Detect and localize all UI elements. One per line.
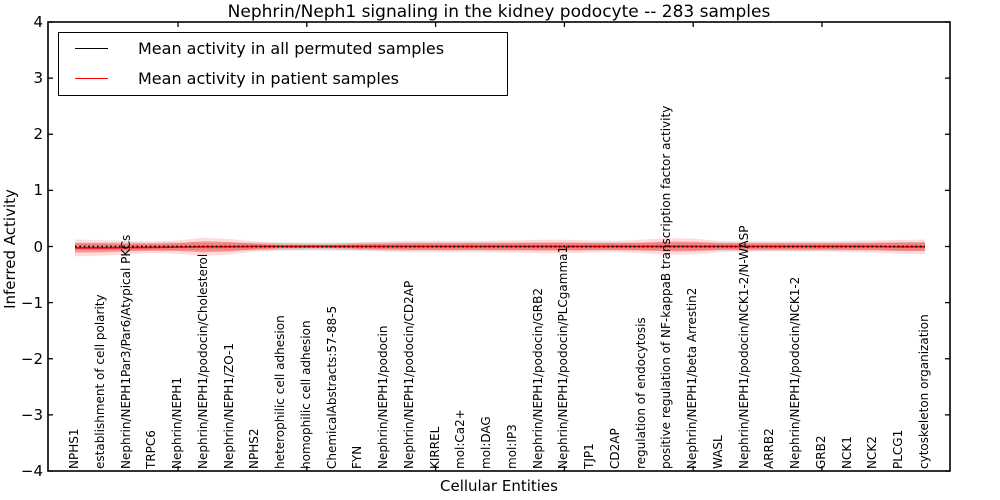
x-category-label: mol:IP3 bbox=[504, 424, 519, 469]
x-category-label: Nephrin/NEPH1/podocin/CD2AP bbox=[401, 280, 416, 469]
black-line-swatch-icon bbox=[75, 47, 108, 49]
y-tick-label: −2 bbox=[20, 349, 43, 368]
x-category-label: Nephrin/NEPH1/beta Arrestin2 bbox=[685, 287, 700, 469]
x-category-label: NPHS2 bbox=[247, 428, 262, 470]
x-category-label: GRB2 bbox=[813, 435, 828, 469]
x-category-label: Nephrin/NEPH1/podocin/Cholesterol bbox=[195, 253, 210, 469]
y-tick-label: −4 bbox=[20, 462, 43, 480]
x-category-label: WASL bbox=[710, 435, 725, 469]
x-category-label: CD2AP bbox=[607, 428, 622, 469]
y-tick-label: 1 bbox=[33, 181, 43, 200]
x-category-label: mol:DAG bbox=[479, 416, 494, 469]
x-category-label: Nephrin/NEPH1 bbox=[170, 377, 185, 469]
x-category-label: PLCG1 bbox=[891, 429, 906, 469]
x-category-label: Nephrin/NEPH1/podocin bbox=[376, 325, 391, 469]
y-tick-label: 0 bbox=[33, 237, 43, 256]
x-category-label: NPHS1 bbox=[67, 428, 81, 470]
y-tick-label: 3 bbox=[33, 69, 43, 88]
x-category-label: Nephrin/NEPH1/podocin/PLCgamma1 bbox=[556, 245, 571, 469]
y-tick-label: 4 bbox=[33, 13, 43, 31]
x-category-label: ChemicalAbstracts:57-88-5 bbox=[324, 305, 339, 469]
x-category-label: FYN bbox=[350, 445, 365, 469]
x-category-label: homophilic cell adhesion bbox=[298, 320, 313, 469]
x-category-label: KIRREL bbox=[427, 426, 442, 469]
x-category-label: mol:Ca2+ bbox=[453, 409, 468, 469]
x-axis-label: Cellular Entities bbox=[440, 477, 558, 495]
y-tick-label: −3 bbox=[20, 405, 43, 424]
y-tick-label: −1 bbox=[20, 293, 43, 312]
x-category-label: positive regulation of NF-kappaB transcr… bbox=[659, 105, 674, 469]
legend: Mean activity in all permuted samples Me… bbox=[58, 32, 508, 96]
x-category-label: NCK1 bbox=[839, 436, 854, 469]
legend-label: Mean activity in patient samples bbox=[138, 68, 399, 88]
red-line-swatch-icon bbox=[75, 77, 108, 79]
x-category-label: regulation of endocytosis bbox=[633, 317, 648, 469]
chart-title: Nephrin/Neph1 signaling in the kidney po… bbox=[227, 2, 771, 22]
x-category-label: cytoskeleton organization bbox=[917, 314, 931, 469]
x-category-label: TJP1 bbox=[582, 443, 597, 469]
legend-label: Mean activity in all permuted samples bbox=[138, 38, 445, 58]
legend-entry-permuted: Mean activity in all permuted samples bbox=[59, 33, 507, 63]
x-category-label: Nephrin/NEPH1Par3/Par6/Atypical PKCs bbox=[118, 234, 133, 469]
x-category-label: Nephrin/NEPH1/podocin/NCK1-2/N-WASP bbox=[736, 225, 751, 469]
x-category-label: Nephrin/NEPH1/podocin/GRB2 bbox=[530, 288, 545, 469]
x-category-label: Nephrin/NEPH1/ZO-1 bbox=[221, 343, 236, 469]
x-category-label: heterophilic cell adhesion bbox=[273, 315, 288, 469]
x-category-label: Nephrin/NEPH1/podocin/NCK1-2 bbox=[788, 276, 803, 469]
legend-entry-patient: Mean activity in patient samples bbox=[59, 63, 507, 93]
y-tick-label: 2 bbox=[33, 125, 43, 144]
x-category-label: TRPC6 bbox=[144, 430, 159, 469]
x-category-label: establishment of cell polarity bbox=[92, 294, 107, 469]
x-category-label: ARRB2 bbox=[762, 428, 777, 469]
x-category-label: NCK2 bbox=[865, 436, 880, 469]
